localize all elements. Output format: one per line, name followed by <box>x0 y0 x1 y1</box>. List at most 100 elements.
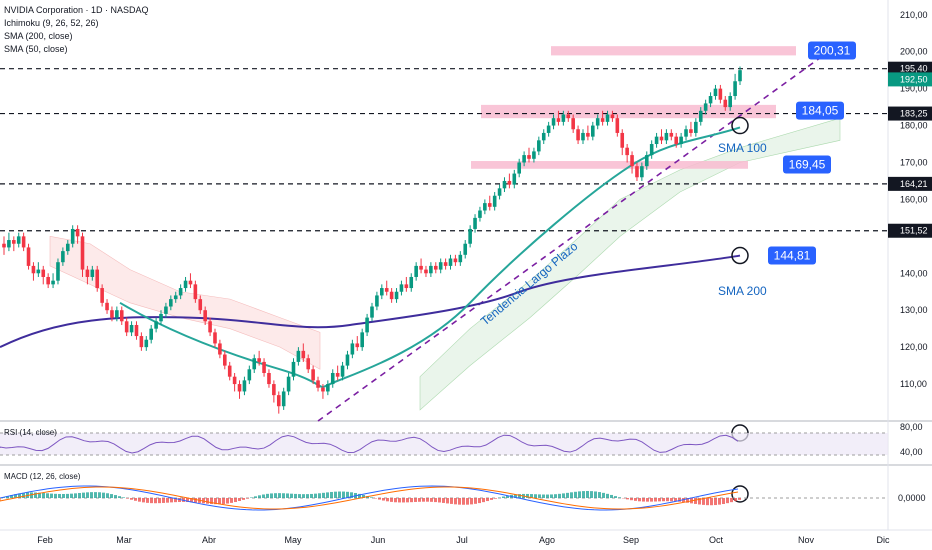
candle-body <box>438 262 443 270</box>
macd-histogram-bar <box>686 498 689 503</box>
last-price-label: 192,50 <box>900 74 928 84</box>
candle-body <box>169 299 173 307</box>
macd-histogram-bar <box>70 493 73 498</box>
candle-body <box>600 118 605 122</box>
macd-histogram-bar <box>394 498 397 503</box>
candle-body <box>718 88 723 100</box>
candle-body <box>360 332 364 348</box>
rsi-label[interactable]: RSI (14, close) <box>4 428 57 437</box>
candle-body <box>581 132 585 141</box>
macd-histogram-bar <box>410 498 413 503</box>
candle-body <box>576 129 580 141</box>
macd-histogram-bar <box>730 498 733 503</box>
candle-body <box>159 313 163 322</box>
candle-body <box>56 262 60 281</box>
legend-sma200[interactable]: SMA (200, close) <box>4 31 73 41</box>
macd-histogram-bar <box>302 494 305 498</box>
macd-histogram-bar <box>614 496 617 498</box>
macd-histogram-bar <box>570 492 573 498</box>
candle-body <box>713 88 718 97</box>
candle-body <box>733 81 737 97</box>
macd-histogram-bar <box>458 498 461 505</box>
macd-histogram-bar <box>54 493 57 498</box>
macd-histogram-bar <box>334 491 337 498</box>
candle-body <box>276 395 281 407</box>
candle-body <box>659 136 664 141</box>
candle-body <box>551 118 556 126</box>
macd-histogram-bar <box>618 497 621 498</box>
candle-body <box>615 118 620 133</box>
highlight-circle-0 <box>731 116 749 135</box>
candle-body <box>419 265 423 270</box>
macd-histogram-bar <box>86 492 89 498</box>
candle-body <box>12 240 16 244</box>
macd-histogram-bar <box>422 498 425 502</box>
macd-histogram-bar <box>698 498 701 505</box>
macd-histogram-bar <box>578 491 581 498</box>
level-label-box-1 <box>888 106 932 121</box>
candle-body <box>586 132 590 137</box>
macd-histogram-bar <box>206 498 209 504</box>
candle-body <box>556 118 561 122</box>
legend-sma50[interactable]: SMA (50, close) <box>4 44 68 54</box>
macd-histogram-bar <box>210 498 213 505</box>
macd-histogram-bar <box>658 498 661 502</box>
macd-histogram-bar <box>462 498 465 505</box>
macd-histogram-bar <box>706 498 709 506</box>
candle-body <box>517 162 521 174</box>
macd-histogram-bar <box>66 493 69 498</box>
price-annotation-box-3 <box>768 246 816 265</box>
macd-histogram-bar <box>102 492 105 498</box>
x-tick-label: Feb <box>37 535 53 545</box>
candle-body <box>654 136 659 145</box>
candle-body <box>433 265 438 270</box>
candle-body <box>728 96 732 108</box>
macd-histogram-bar <box>546 494 549 498</box>
macd-tick-zero: 0,0000 <box>898 493 926 503</box>
macd-histogram-bar <box>6 496 9 498</box>
macd-histogram-bar <box>494 498 497 499</box>
candle-body <box>164 306 168 314</box>
candle-body <box>26 247 31 266</box>
candle-body <box>698 110 703 122</box>
candle-body <box>119 310 124 322</box>
rsi-tick-80: 80,00 <box>900 422 923 432</box>
macd-histogram-bar <box>474 498 477 504</box>
y-tick-label: 180,00 <box>900 121 928 131</box>
candle-body <box>571 118 575 130</box>
macd-histogram-bar <box>606 493 609 498</box>
x-tick-label: Abr <box>202 535 216 545</box>
macd-histogram-bar <box>146 498 149 503</box>
macd-histogram-bar <box>318 493 321 498</box>
candle-body <box>723 99 728 108</box>
candle-body <box>70 228 75 244</box>
macd-signal-line <box>0 486 739 510</box>
macd-histogram-bar <box>362 494 365 498</box>
candle-body <box>16 236 21 244</box>
macd-histogram-bar <box>722 498 725 504</box>
legend-ichimoku[interactable]: Ichimoku (9, 26, 52, 26) <box>4 18 99 28</box>
candle-body <box>134 324 139 337</box>
candle-body <box>502 180 507 189</box>
sma-200-annotation: SMA 200 <box>718 284 767 298</box>
candle-body <box>100 288 104 303</box>
candle-body <box>512 173 517 185</box>
macd-histogram-bar <box>38 492 41 498</box>
chart-legend: NVIDIA Corporation · 1D · NASDAQ Ichimok… <box>4 4 149 56</box>
level-label-box-0 <box>888 61 932 76</box>
macd-histogram-bar <box>282 493 285 498</box>
ichimoku-cloud-bullish <box>419 117 841 411</box>
legend-title: NVIDIA Corporation · 1D · NASDAQ <box>4 5 149 15</box>
macd-histogram-bar <box>274 493 277 498</box>
x-tick-label: Jul <box>456 535 468 545</box>
candle-body <box>51 280 55 285</box>
macd-histogram-bar <box>554 494 557 498</box>
macd-label[interactable]: MACD (12, 26, close) <box>4 472 81 481</box>
macd-histogram-bar <box>470 498 473 505</box>
resistance-zone-200 <box>551 46 796 56</box>
candle-body <box>674 136 679 145</box>
candle-body <box>306 358 311 370</box>
macd-histogram-bar <box>286 493 289 498</box>
macd-histogram-bar <box>266 493 269 498</box>
macd-histogram-bar <box>374 498 377 499</box>
